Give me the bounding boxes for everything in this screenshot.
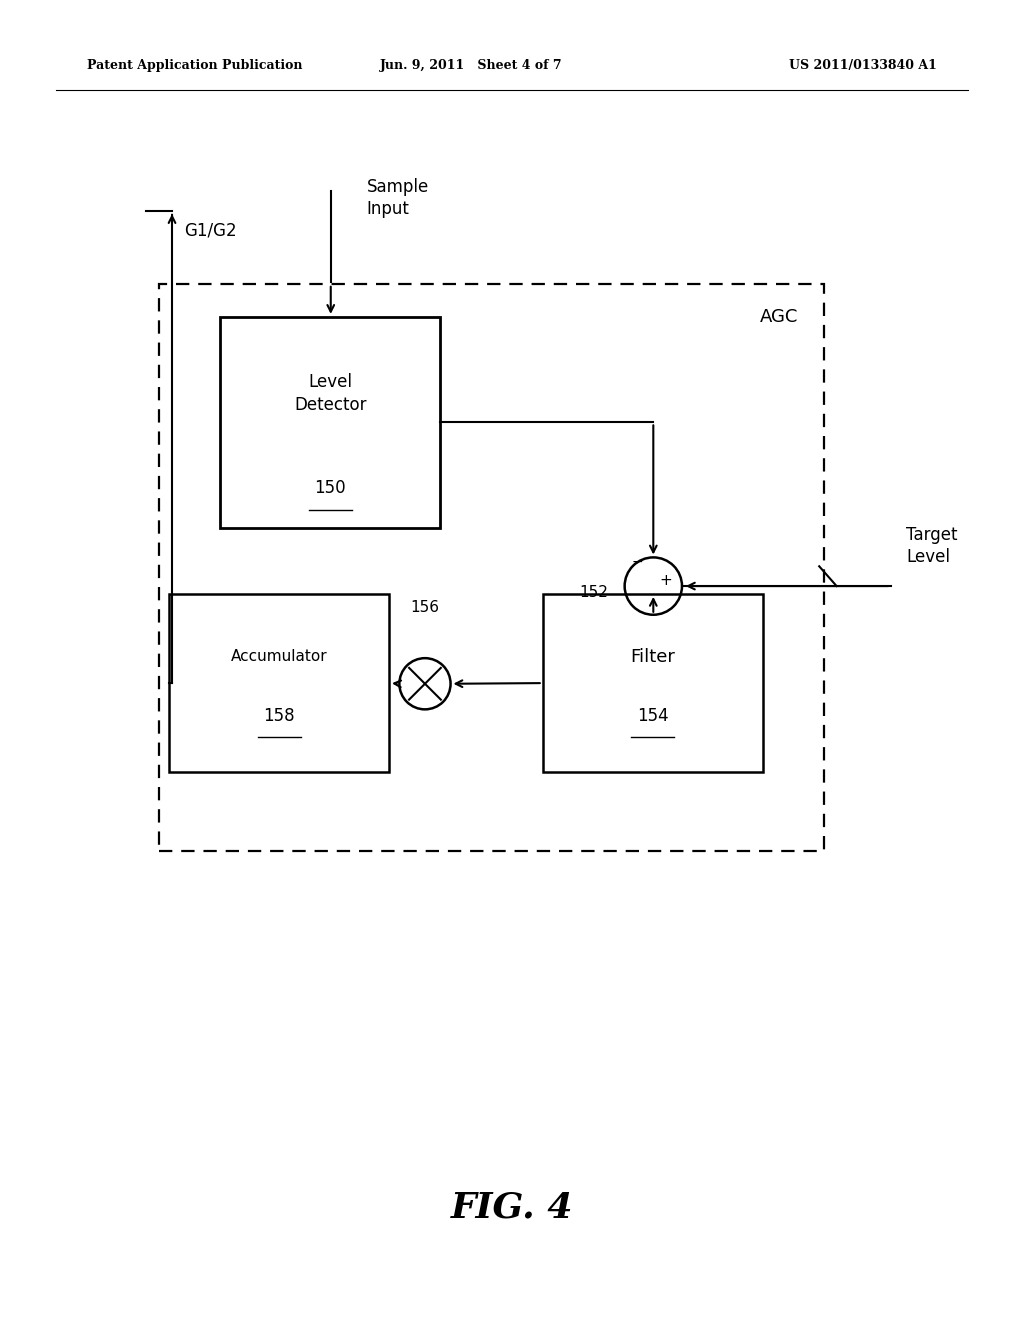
Text: Filter: Filter bbox=[631, 648, 675, 665]
Text: US 2011/0133840 A1: US 2011/0133840 A1 bbox=[790, 59, 937, 73]
Text: G1/G2: G1/G2 bbox=[184, 222, 237, 240]
Text: Target
Level: Target Level bbox=[906, 527, 957, 566]
Text: FIG. 4: FIG. 4 bbox=[451, 1191, 573, 1225]
Text: 158: 158 bbox=[263, 708, 295, 725]
Text: 150: 150 bbox=[314, 479, 346, 498]
Bar bbox=[220, 317, 440, 528]
Text: 156: 156 bbox=[411, 599, 439, 615]
Text: +: + bbox=[659, 573, 672, 589]
Bar bbox=[543, 594, 763, 772]
Text: 154: 154 bbox=[637, 708, 669, 725]
Bar bbox=[159, 284, 824, 851]
Text: Jun. 9, 2011   Sheet 4 of 7: Jun. 9, 2011 Sheet 4 of 7 bbox=[380, 59, 562, 73]
Text: Patent Application Publication: Patent Application Publication bbox=[87, 59, 302, 73]
Text: Sample
Input: Sample Input bbox=[367, 178, 429, 218]
Text: Level
Detector: Level Detector bbox=[294, 372, 367, 414]
Bar bbox=[169, 594, 389, 772]
Text: 152: 152 bbox=[580, 585, 608, 601]
Text: Accumulator: Accumulator bbox=[230, 649, 328, 664]
Text: −: − bbox=[631, 556, 643, 569]
Text: AGC: AGC bbox=[761, 308, 799, 326]
